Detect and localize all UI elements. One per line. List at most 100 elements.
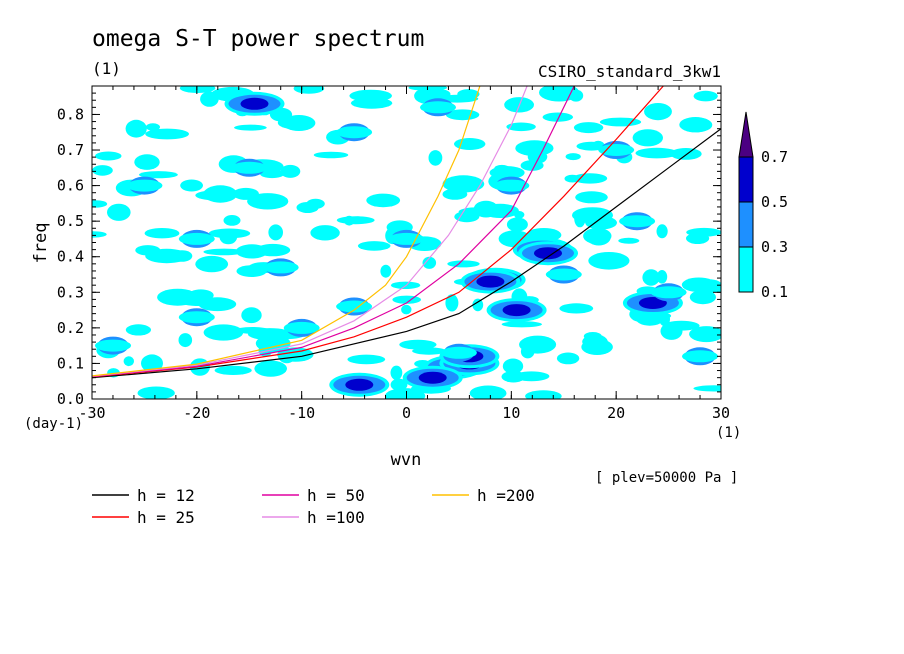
heatmap-cell xyxy=(262,261,299,274)
colorbar-label: 0.7 xyxy=(761,148,788,166)
heatmap-cell xyxy=(234,327,270,334)
heatmap-layer xyxy=(92,86,721,399)
y-tick-label: 0.7 xyxy=(57,141,84,159)
x-unit-label: (1) xyxy=(716,425,741,441)
colorbar-segment xyxy=(738,156,754,203)
heatmap-cell xyxy=(135,245,161,256)
x-axis-label: wvn xyxy=(391,450,422,470)
heatmap-cell xyxy=(144,228,180,239)
heatmap-cell xyxy=(428,150,443,166)
x-tick-label: 10 xyxy=(502,404,520,422)
heatmap-cell xyxy=(520,344,535,359)
heatmap-cell xyxy=(650,286,687,299)
heatmap-cell xyxy=(203,248,245,256)
heatmap-cell xyxy=(178,232,215,245)
heatmap-cell xyxy=(429,89,451,100)
heatmap-cell xyxy=(388,232,425,245)
heatmap-cell xyxy=(418,371,447,384)
heatmap-cell xyxy=(254,360,287,377)
heatmap-cell xyxy=(180,179,204,192)
heatmap-cell xyxy=(92,165,113,176)
heatmap-cell xyxy=(501,321,542,328)
heatmap-cell xyxy=(693,90,718,102)
heatmap-cell xyxy=(351,216,365,223)
heatmap-cell xyxy=(473,200,499,218)
heatmap-cell xyxy=(283,321,320,334)
heatmap-cell xyxy=(442,175,485,193)
y-axis: 0.0 0.1 0.2 0.3 0.4 0.5 0.6 0.7 0.8 xyxy=(57,92,721,408)
y-tick-label: 0.2 xyxy=(57,319,84,337)
y-tick-label: 0.1 xyxy=(57,354,84,372)
x-tick-label: -30 xyxy=(78,404,105,422)
heatmap-cell xyxy=(141,354,163,373)
heatmap-cell xyxy=(139,171,178,179)
heatmap-cell xyxy=(223,215,241,226)
heatmap-cell xyxy=(203,185,238,203)
colorbar-segment xyxy=(738,246,754,293)
heatmap-cell xyxy=(422,256,437,269)
y-tick-label: 0.0 xyxy=(57,390,84,408)
plev-annotation: [ plev=50000 Pa ] xyxy=(595,470,738,486)
heatmap-cell xyxy=(420,101,456,114)
dispersion-curves xyxy=(92,86,721,379)
legend-label-h-12: h = 12 xyxy=(137,486,195,505)
heatmap-cell xyxy=(123,356,134,367)
heatmap-cell xyxy=(195,255,229,273)
heatmap-cell xyxy=(232,187,259,200)
heatmap-cell xyxy=(280,164,301,178)
heatmap-cell xyxy=(545,268,582,281)
heatmap-cell xyxy=(125,119,147,138)
y-tick-label: 0.6 xyxy=(57,177,84,195)
heatmap-cell xyxy=(310,225,340,241)
chart-subtitle-right: CSIRO_standard_3kw1 xyxy=(538,62,721,81)
heatmap-cell xyxy=(137,386,175,399)
heatmap-cell xyxy=(632,129,663,147)
curve-h-12 xyxy=(92,128,721,379)
heatmap-cell xyxy=(344,215,355,226)
plot-area xyxy=(91,85,722,400)
heatmap-cell xyxy=(336,126,373,139)
heatmap-cell xyxy=(619,215,656,228)
heatmap-cell xyxy=(255,243,291,257)
heatmap-cell xyxy=(598,144,635,156)
heatmap-cell xyxy=(349,89,393,102)
heatmap-cell xyxy=(282,115,316,131)
curve-h-200 xyxy=(92,86,481,377)
heatmap-cell xyxy=(366,193,401,208)
heatmap-cell xyxy=(542,112,573,122)
heatmap-cell xyxy=(573,122,604,134)
heatmap-cell xyxy=(527,150,548,164)
heatmap-cell xyxy=(399,339,437,350)
x-tick-label: 20 xyxy=(607,404,625,422)
heatmap-cell xyxy=(126,179,163,192)
legend-label-h-25: h = 25 xyxy=(137,508,195,527)
heatmap-cell xyxy=(171,250,193,262)
heatmap-cell xyxy=(145,128,190,140)
curve-h-50 xyxy=(92,86,575,378)
heatmap-cell xyxy=(693,385,721,392)
heatmap-cell xyxy=(247,193,289,210)
heatmap-cell xyxy=(440,346,477,359)
heatmap-cell xyxy=(92,200,108,208)
heatmap-cell xyxy=(178,311,215,324)
colorbar-segment xyxy=(738,201,754,248)
legend-label-h-200: h =200 xyxy=(477,486,535,505)
heatmap-cell xyxy=(559,303,594,314)
heatmap-cell xyxy=(586,229,611,246)
heatmap-cell xyxy=(179,298,220,306)
legend-label-h-50: h = 50 xyxy=(307,486,365,505)
heatmap-cell xyxy=(95,339,131,352)
heatmap-cell xyxy=(642,269,660,286)
heatmap-cell xyxy=(506,122,536,132)
heatmap-cell xyxy=(241,307,262,324)
heatmap-cell xyxy=(313,151,349,159)
heatmap-cell xyxy=(493,179,530,192)
y-tick-label: 0.5 xyxy=(57,212,84,230)
heatmap-cell xyxy=(390,365,403,380)
heatmap-cell xyxy=(240,97,269,110)
heatmap-cell xyxy=(656,224,668,239)
chart-title: omega S-T power spectrum xyxy=(92,26,424,52)
heatmap-cell xyxy=(686,232,710,244)
x-tick-label: 30 xyxy=(712,404,730,422)
